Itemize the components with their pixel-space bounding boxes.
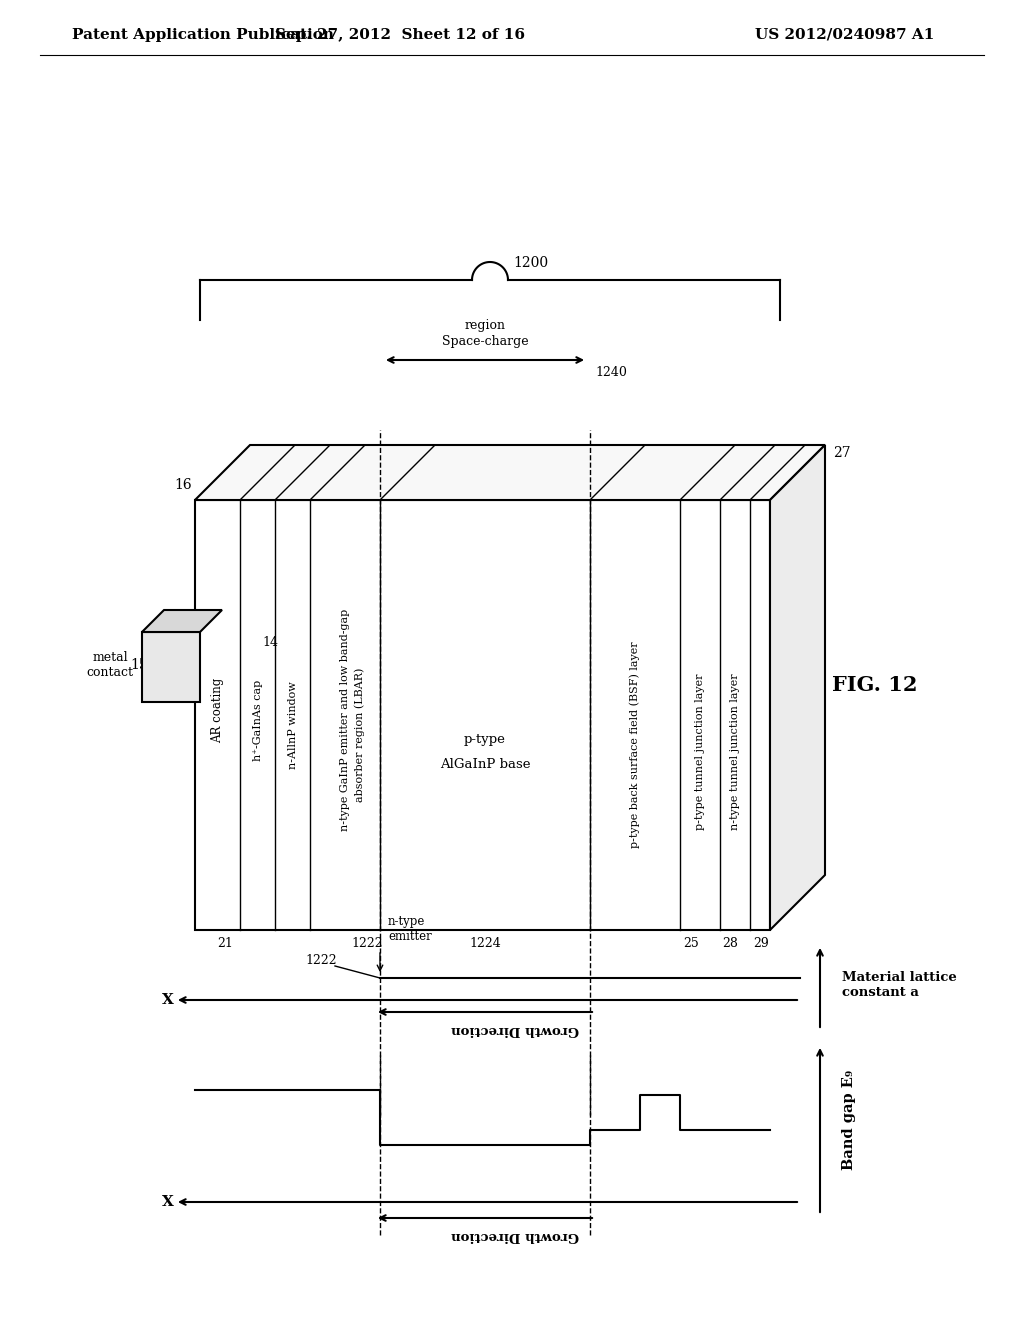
Text: region: region — [465, 319, 506, 333]
Text: n-type GaInP emitter and low band-gap: n-type GaInP emitter and low band-gap — [340, 609, 350, 832]
Text: 1222: 1222 — [305, 953, 337, 966]
Text: n-type tunnel junction layer: n-type tunnel junction layer — [730, 673, 740, 830]
Text: metal
contact: metal contact — [86, 651, 133, 678]
Text: FIG. 12: FIG. 12 — [833, 675, 918, 696]
Text: Sep. 27, 2012  Sheet 12 of 16: Sep. 27, 2012 Sheet 12 of 16 — [275, 28, 525, 42]
Text: 27: 27 — [833, 446, 851, 459]
Text: 28: 28 — [722, 937, 738, 950]
Text: n-type
emitter: n-type emitter — [388, 915, 432, 942]
Text: AlGaInP base: AlGaInP base — [439, 759, 530, 771]
Text: US 2012/0240987 A1: US 2012/0240987 A1 — [755, 28, 934, 42]
Text: AR coating: AR coating — [212, 677, 224, 743]
Polygon shape — [770, 445, 825, 931]
Text: 25: 25 — [683, 937, 698, 950]
Text: h⁺-GaInAs cap: h⁺-GaInAs cap — [253, 680, 263, 760]
Text: 14: 14 — [262, 636, 278, 649]
Text: 21: 21 — [217, 937, 232, 950]
Text: 1240: 1240 — [595, 366, 627, 379]
Text: X: X — [162, 1195, 174, 1209]
Text: Growth Direction: Growth Direction — [451, 1023, 579, 1036]
Text: n-AllnP window: n-AllnP window — [288, 681, 298, 768]
Text: Patent Application Publication: Patent Application Publication — [72, 28, 334, 42]
Text: Band gap E₉: Band gap E₉ — [842, 1071, 856, 1170]
Text: X: X — [162, 993, 174, 1007]
Polygon shape — [142, 610, 222, 632]
Polygon shape — [195, 445, 825, 500]
Text: Space-charge: Space-charge — [441, 335, 528, 348]
Text: 1222: 1222 — [351, 937, 383, 950]
Text: 29: 29 — [753, 937, 769, 950]
Polygon shape — [142, 632, 200, 702]
Text: Growth Direction: Growth Direction — [451, 1229, 579, 1242]
Text: absorber region (LBAR): absorber region (LBAR) — [354, 668, 366, 803]
Text: 1224: 1224 — [469, 937, 501, 950]
Text: p-type tunnel junction layer: p-type tunnel junction layer — [695, 673, 705, 830]
Text: 15: 15 — [130, 657, 148, 672]
Text: Material lattice
constant a: Material lattice constant a — [842, 972, 956, 999]
Text: 16: 16 — [174, 478, 191, 492]
Text: p-type: p-type — [464, 734, 506, 747]
Text: 1200: 1200 — [513, 256, 548, 271]
Text: p-type back surface field (BSF) layer: p-type back surface field (BSF) layer — [630, 642, 640, 849]
